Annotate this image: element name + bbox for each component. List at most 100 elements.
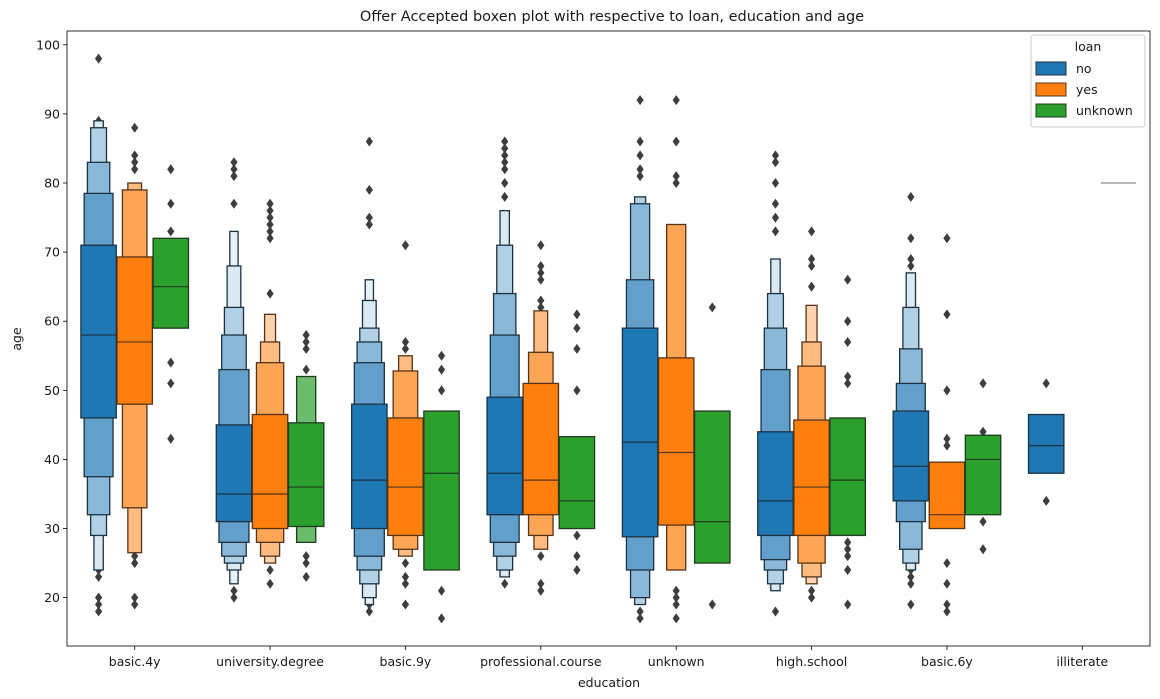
outlier-point (907, 578, 915, 589)
outlier-point (907, 254, 915, 265)
outlier-point (807, 260, 816, 271)
outlier-point (943, 599, 951, 610)
outlier-point (943, 433, 951, 444)
outlier-point (771, 198, 780, 209)
outlier-point (979, 426, 987, 437)
boxen-box (621, 327, 659, 538)
outlier-point (708, 302, 716, 313)
outlier-point (266, 219, 274, 230)
y-axis-title: age (9, 327, 24, 351)
chart-title: Offer Accepted boxen plot with respectiv… (360, 9, 864, 25)
outlier-point (943, 606, 951, 617)
boxen-group-unknown-unknown (693, 302, 731, 610)
outlier-point (302, 364, 310, 375)
boxen-group-high.school-unknown (829, 274, 867, 610)
x-tick-label: unknown (648, 654, 705, 669)
boxen-box (1027, 413, 1065, 474)
y-tick-label: 30 (44, 521, 60, 536)
outlier-point (365, 136, 373, 147)
boxen-group-professional.course-yes (522, 240, 560, 596)
y-axis: 20 30 40 50 60 70 80 90 100 (36, 37, 67, 605)
x-tick-label: illiterate (1056, 654, 1108, 669)
boxen-box (287, 422, 325, 528)
outlier-point (844, 564, 852, 575)
outlier-point (167, 164, 175, 175)
boxen-box (693, 410, 731, 564)
outlier-point (636, 613, 644, 624)
outlier-point (573, 343, 581, 354)
outlier-point (94, 592, 103, 603)
x-tick-label: basic.4y (109, 654, 161, 669)
outlier-point (501, 578, 509, 589)
outlier-point (907, 233, 915, 244)
outlier-point (979, 378, 987, 389)
outlier-point (365, 184, 373, 195)
boxen-group-basic.6y-unknown (964, 378, 1002, 555)
outlier-point (943, 578, 951, 589)
x-axis: basic.4y university.degree basic.9y profess… (109, 646, 1109, 669)
outlier-point (501, 150, 509, 161)
outlier-point (537, 260, 545, 271)
outlier-point (844, 537, 852, 548)
outlier-point (844, 544, 852, 555)
outlier-point (401, 571, 410, 582)
outlier-point (131, 599, 139, 610)
outlier-point (844, 316, 852, 327)
outlier-point (672, 599, 680, 610)
outlier-point (501, 191, 509, 202)
boxen-box (657, 357, 695, 526)
outlier-point (266, 205, 274, 216)
outlier-point (537, 302, 545, 313)
boxen-box (558, 435, 596, 530)
boxen-box (928, 461, 966, 530)
y-tick-label: 20 (44, 590, 60, 605)
legend-swatch-yes (1035, 82, 1067, 97)
legend-label-no: no (1076, 61, 1092, 76)
outlier-point (437, 350, 446, 361)
boxen-box (80, 244, 117, 419)
outlier-point (844, 274, 852, 285)
outlier-point (943, 558, 951, 569)
x-tick-label: university.degree (216, 654, 324, 669)
outlier-point (230, 585, 238, 596)
boxen-group-professional.course-no (486, 136, 524, 589)
outlier-point (573, 564, 581, 575)
outlier-point (365, 219, 373, 230)
outlier-point (672, 95, 680, 106)
outlier-point (573, 309, 581, 320)
outlier-point (672, 171, 680, 182)
outlier-point (573, 323, 581, 334)
outlier-point (907, 260, 915, 271)
x-axis-title: education (578, 675, 640, 690)
outlier-point (672, 585, 680, 596)
chart-marks (80, 53, 1137, 624)
outlier-point (501, 157, 509, 168)
outlier-point (1042, 495, 1050, 506)
boxen-box (793, 419, 830, 537)
y-tick-label: 70 (44, 245, 60, 260)
outlier-point (636, 95, 644, 106)
legend-swatch-unknown (1035, 103, 1067, 118)
outlier-point (131, 150, 139, 161)
outlier-point (979, 516, 987, 527)
boxen-group-basic.4y-yes (116, 122, 154, 610)
boxen-box (423, 410, 460, 571)
boxen-group-basic.9y-yes (387, 240, 424, 610)
outlier-point (844, 599, 852, 610)
outlier-point (365, 212, 373, 223)
outlier-point (807, 281, 816, 292)
outlier-point (573, 551, 581, 562)
outlier-point (131, 592, 139, 603)
outlier-point (573, 530, 581, 541)
boxen-group-basic.6y-no (892, 191, 930, 610)
outlier-point (807, 254, 816, 265)
outlier-point (537, 267, 545, 278)
outlier-point (1042, 378, 1050, 389)
outlier-point (365, 606, 373, 617)
outlier-point (230, 157, 238, 168)
outlier-point (266, 288, 274, 299)
boxen-group-basic.4y-unknown (152, 164, 190, 444)
outlier-point (131, 157, 139, 168)
outlier-point (907, 571, 915, 582)
outlier-point (844, 336, 852, 347)
